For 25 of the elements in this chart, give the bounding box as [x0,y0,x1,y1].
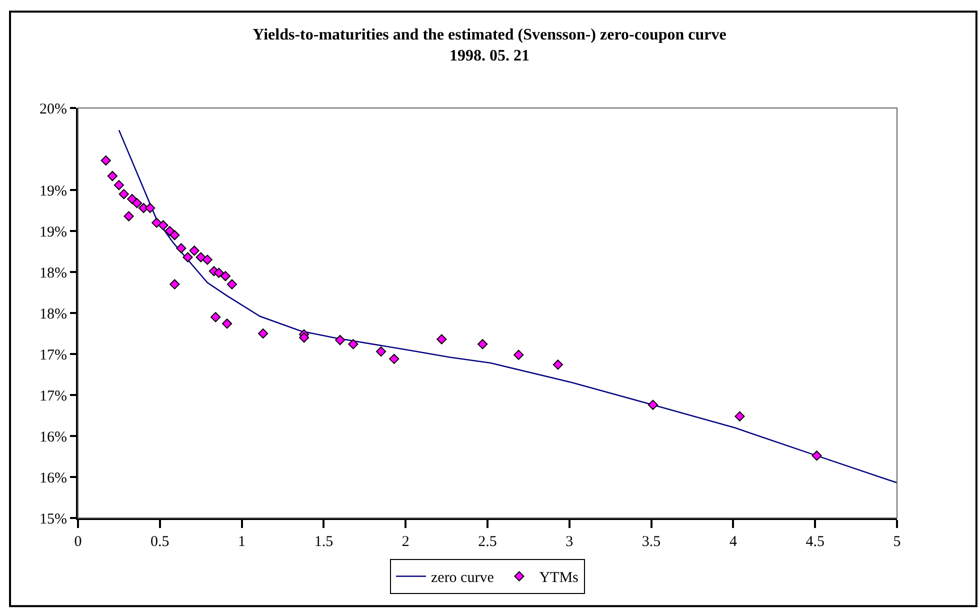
x-tick-label: 3.5 [642,534,661,550]
x-tick-label: 4 [729,534,738,550]
x-tick-label: 5 [893,534,901,550]
x-tick-label: 2 [402,534,410,550]
x-tick-label: 3 [566,534,574,550]
y-tick-label: 18% [40,306,67,322]
y-tick-label: 15% [40,511,67,528]
y-tick-label: 18% [40,265,67,282]
chart-title: Yields-to-maturities and the estimated (Svensson-) zero-coupon curve [252,26,726,44]
y-tick-label: 17% [40,347,67,364]
y-tick-label: 16% [40,429,67,446]
x-tick-label: 4.5 [806,534,824,550]
y-tick-label: 17% [40,388,67,404]
chart-subtitle: 1998. 05. 21 [450,48,530,65]
x-tick-label: 1 [238,534,246,550]
y-tick-label: 20% [40,101,67,118]
x-tick-label: 0.5 [150,534,170,550]
y-tick-label: 16% [40,470,67,486]
legend-label: zero curve [431,570,494,586]
x-tick-label: 2.5 [478,534,497,550]
x-tick-label: 1.5 [314,534,334,550]
legend-label: YTMs [539,570,579,586]
y-tick-label: 19% [40,183,67,200]
y-tick-label: 19% [40,224,67,240]
x-tick-label: 0 [74,534,82,550]
